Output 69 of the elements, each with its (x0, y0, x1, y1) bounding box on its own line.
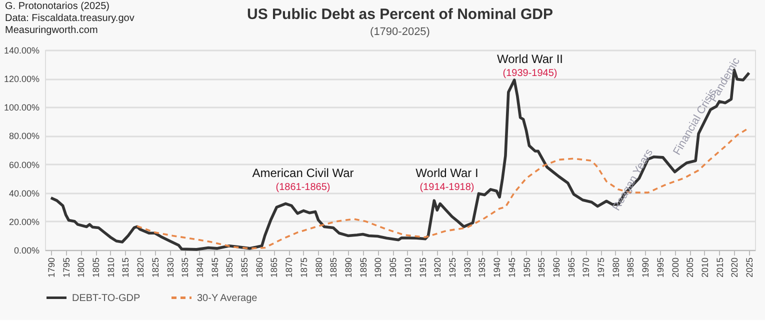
x-tick-label: 1835 (180, 258, 190, 278)
x-tick-label: 1815 (120, 258, 131, 278)
x-tick-label: 1795 (61, 258, 72, 278)
x-tick-label: 1975 (596, 258, 606, 278)
x-tick-label: 1995 (655, 258, 666, 278)
x-tick-label: 1955 (536, 258, 547, 278)
legend-label: DEBT-TO-GDP (72, 292, 140, 304)
y-tick-label: 60.00% (8, 160, 40, 170)
y-tick-label: 0.00% (14, 246, 40, 256)
x-tick-label: 1790 (46, 258, 56, 278)
x-tick-label: 1990 (640, 258, 651, 278)
y-tick-label: 20.00% (8, 216, 40, 227)
x-tick-label: 1940 (492, 258, 502, 278)
x-tick-label: 1925 (447, 258, 458, 278)
x-tick-label: 1805 (91, 258, 101, 278)
x-tick-label: 1850 (224, 258, 235, 278)
x-tick-label: 1875 (298, 258, 309, 278)
x-tick-label: 1890 (344, 258, 354, 278)
x-tick-label: 2005 (685, 258, 696, 278)
text: Data: Fiscaldata.treasury.gov (5, 13, 134, 24)
annotation: (1861-1865) (276, 182, 330, 193)
x-tick-label: 1820 (136, 258, 146, 278)
x-tick-label: 1880 (314, 258, 324, 278)
y-tick-label: 100.00% (4, 102, 40, 113)
x-tick-label: 2020 (730, 258, 740, 278)
annotation: American Civil War (252, 166, 354, 180)
x-tick-label: 1855 (240, 258, 250, 278)
x-tick-label: 1845 (210, 258, 220, 278)
x-tick-label: 1810 (106, 258, 116, 278)
x-tick-label: 1885 (328, 258, 339, 278)
x-tick-label: 1920 (432, 258, 443, 278)
x-tick-label: 1865 (269, 258, 280, 278)
legend-label: 30-Y Average (197, 292, 258, 304)
x-tick-label: 1945 (506, 258, 517, 278)
x-tick-label: 2015 (714, 258, 725, 278)
x-tick-label: 2025 (744, 258, 755, 278)
annotation: World War I (416, 166, 478, 180)
x-tick-label: 1970 (581, 258, 592, 278)
x-tick-label: 1980 (610, 258, 621, 278)
x-tick-label: 1900 (373, 258, 384, 278)
chart-subtitle: (1790-2025) (370, 26, 430, 38)
x-tick-label: 1910 (402, 258, 413, 278)
x-tick-label: 1860 (254, 258, 264, 278)
chart-title: US Public Debt as Percent of Nominal GDP (247, 6, 553, 23)
x-tick-label: 1950 (522, 258, 532, 278)
x-tick-label: 1825 (150, 258, 160, 278)
annotation: (1939-1945) (502, 68, 558, 79)
x-tick-label: 2010 (700, 258, 710, 278)
x-tick-label: 1830 (165, 258, 176, 278)
annotation: World War II (496, 52, 564, 66)
x-tick-label: 1915 (418, 258, 428, 278)
y-tick-label: 40.00% (8, 188, 40, 198)
annotation: (1914-1918) (420, 182, 474, 193)
text: G. Protonotarios (2025) (5, 1, 110, 12)
x-tick-label: 1905 (388, 258, 398, 278)
x-tick-label: 1935 (477, 258, 488, 278)
x-tick-label: 1840 (194, 258, 205, 278)
x-tick-label: 1895 (358, 258, 368, 278)
x-tick-label: 1800 (76, 258, 86, 278)
x-tick-label: 2000 (670, 258, 680, 278)
x-tick-label: 1960 (551, 258, 562, 278)
x-tick-label: 1965 (566, 258, 576, 278)
x-tick-label: 1930 (462, 258, 472, 278)
y-tick-label: 80.00% (8, 131, 40, 142)
x-tick-label: 1870 (284, 258, 294, 278)
y-tick-label: 140.00% (4, 46, 40, 56)
x-tick-label: 1985 (626, 258, 636, 278)
text: Measuringworth.com (5, 25, 98, 36)
y-tick-label: 120.00% (4, 74, 40, 84)
